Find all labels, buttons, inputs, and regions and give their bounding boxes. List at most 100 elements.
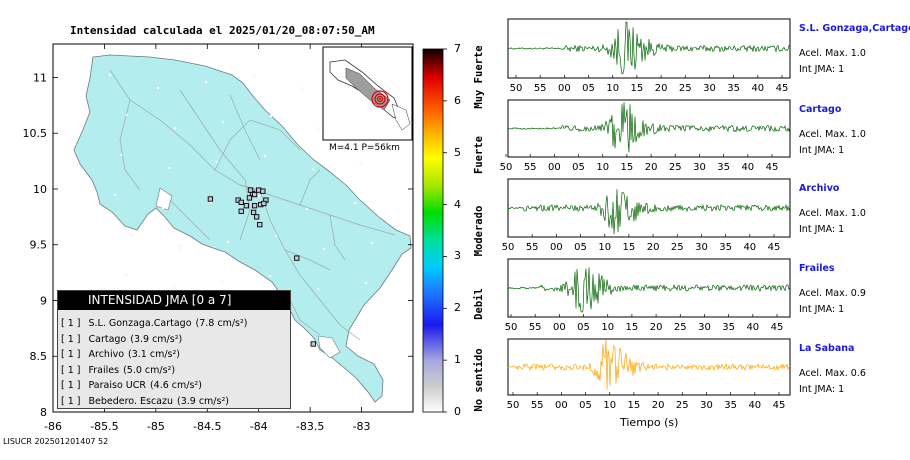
- inset-costa-rica: [345, 67, 391, 111]
- intensity-legend: INTENSIDAD JMA [0 a 7] [ 1 ] S.L. Gonzaga…: [57, 290, 291, 409]
- trace-tick-label: 45: [771, 322, 784, 333]
- town-dot: [130, 233, 134, 237]
- trace-frame-0: [507, 18, 791, 79]
- town-dot: [252, 74, 256, 78]
- trace-tick-label: 45: [768, 242, 781, 253]
- trace-tick-label: 35: [719, 242, 732, 253]
- inset-panama: [391, 103, 411, 131]
- trace-tick-label: 20: [647, 242, 660, 253]
- trace-tick-label: 25: [669, 162, 682, 173]
- town-dot: [257, 194, 261, 198]
- legend-intensity: [ 1 ]: [61, 364, 81, 376]
- trace-tick-label: 00: [550, 242, 563, 253]
- town-dot: [173, 126, 177, 130]
- legend-entry: [ 1 ] S.L. Gonzaga.Cartago (7.8 cm/s²): [58, 316, 290, 332]
- y-tick-label: 8: [40, 406, 47, 419]
- traces-xlabel: Tiempo (s): [620, 416, 679, 429]
- road-12: [289, 299, 321, 336]
- trace-jma-intensity: Int JMA: 1: [799, 224, 845, 235]
- town-dot: [215, 160, 219, 164]
- trace-frame-3: [507, 258, 791, 318]
- station-marker-12: [238, 208, 244, 214]
- town-dot: [274, 234, 278, 238]
- trace-tick-label: 40: [751, 83, 764, 94]
- legend-station: Paraiso UCR: [88, 380, 146, 391]
- town-dot: [263, 154, 267, 158]
- y-tick-label: 11: [33, 71, 47, 84]
- town-dot: [220, 280, 224, 284]
- trace-tick-label: 30: [698, 322, 711, 333]
- trace-tick-label: 20: [652, 400, 665, 411]
- x-tick-label: -84: [250, 420, 268, 433]
- trace-tick-label: 50: [505, 322, 518, 333]
- town-dot: [124, 273, 128, 277]
- y-tick-label: 9.5: [30, 239, 48, 252]
- trace-tick-label: 05: [579, 400, 592, 411]
- town-dot: [311, 167, 315, 171]
- colorbar-category-label: Muy Fuerte: [473, 45, 485, 109]
- colorbar-tick-label: 4: [454, 197, 461, 211]
- trace-tick-label: 40: [746, 322, 759, 333]
- station-marker-15: [257, 222, 263, 228]
- intensity-colorbar: [422, 48, 444, 413]
- trace-tick-label: 55: [531, 400, 544, 411]
- road-1: [119, 99, 141, 191]
- trace-tick-label: 45: [773, 400, 786, 411]
- trace-jma-intensity: Int JMA: 1: [799, 304, 845, 315]
- trace-tick-label: 15: [631, 83, 644, 94]
- trace-tick-label: 15: [621, 162, 634, 173]
- trace-tick-label: 20: [650, 322, 663, 333]
- trace-tick-label: 05: [572, 162, 585, 173]
- road-10: [229, 94, 261, 161]
- road-6: [239, 179, 251, 241]
- trace-tick-label: 35: [717, 162, 730, 173]
- town-dot: [156, 86, 160, 90]
- trace-max-accel: Acel. Max. 0.6: [799, 368, 866, 379]
- town-dot: [353, 201, 357, 205]
- town-dot: [370, 241, 374, 245]
- legend-entry: [ 1 ] Frailes (5.0 cm/s²): [58, 363, 290, 379]
- trace-tick-label: 00: [555, 400, 568, 411]
- epicenter-ring-1: [374, 93, 386, 105]
- town-dot: [322, 247, 326, 251]
- trace-tick-label: 00: [553, 322, 566, 333]
- y-tick-label: 10.5: [23, 127, 48, 140]
- legend-station: Frailes: [88, 364, 120, 376]
- trace-tick-label: 00: [558, 83, 571, 94]
- town-dot: [167, 166, 171, 170]
- x-tick-label: -83: [353, 420, 371, 433]
- trace-waveform-3: [507, 267, 791, 313]
- trace-tick-label: 45: [776, 83, 789, 94]
- legend-accel: (3.9 cm/s²): [177, 395, 229, 407]
- station-marker-13: [250, 209, 257, 216]
- trace-tick-label: 25: [676, 400, 689, 411]
- trace-tick-label: 10: [598, 242, 611, 253]
- trace-tick-label: 40: [748, 400, 761, 411]
- inset-caption: M=4.1 P=56km: [329, 143, 400, 153]
- legend-intensity: [ 1 ]: [61, 395, 81, 407]
- trace-waveform-1: [507, 102, 791, 153]
- legend-accel: (7.8 cm/s²): [195, 318, 248, 329]
- town-dot: [125, 113, 129, 117]
- town-dot: [221, 120, 225, 124]
- colorbar-tick-label: 7: [454, 42, 461, 55]
- trace-tick-label: 55: [529, 322, 542, 333]
- trace-tick-label: 30: [703, 83, 716, 94]
- trace-tick-label: 25: [671, 242, 684, 253]
- trace-waveform-2: [507, 189, 791, 235]
- station-marker-14: [254, 214, 260, 220]
- trace-tick-label: 05: [574, 242, 587, 253]
- trace-tick-label: 10: [601, 322, 614, 333]
- town-dot: [359, 161, 363, 165]
- road-8: [169, 199, 211, 241]
- station-marker-18: [251, 191, 258, 198]
- trace-tick-label: 50: [502, 242, 515, 253]
- legend-intensity: [ 1 ]: [61, 333, 81, 345]
- colorbar-tick-label: 6: [454, 93, 461, 107]
- legend-entry: [ 1 ] Bebedero. Escazu (3.9 cm/s²): [58, 394, 290, 410]
- legend-station: Bebedero. Escazu: [88, 395, 174, 407]
- station-marker-0: [207, 196, 214, 202]
- costa-rica-landmass: [73, 54, 412, 403]
- colorbar-tick-label: 0: [454, 405, 461, 418]
- y-tick-label: 10: [33, 183, 47, 196]
